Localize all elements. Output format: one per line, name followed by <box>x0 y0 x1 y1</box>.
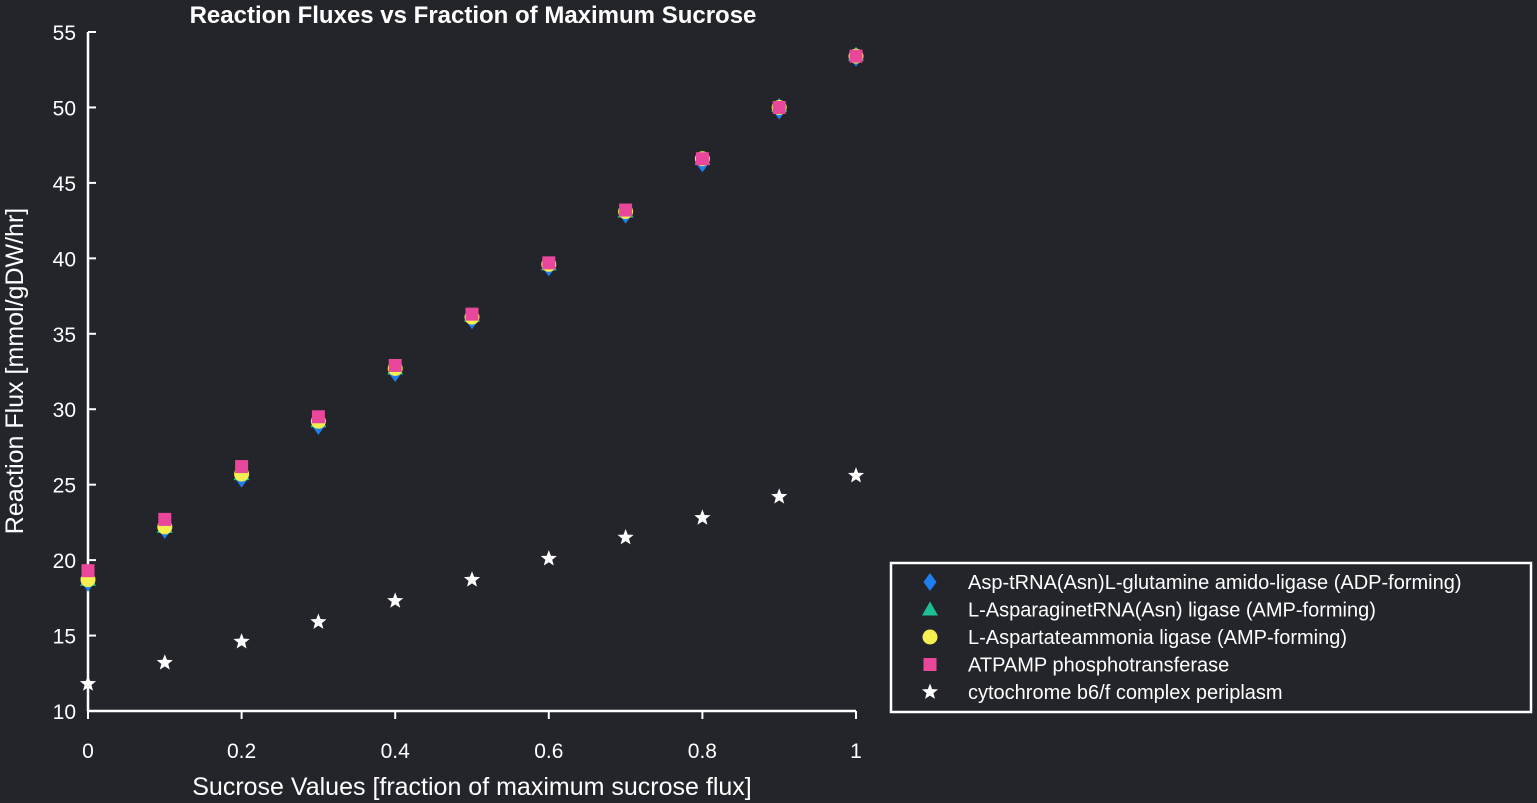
legend: Asp-tRNA(Asn)L-glutamine amido-ligase (A… <box>889 561 1533 714</box>
legend-label: Asp-tRNA(Asn)L-glutamine amido-ligase (A… <box>968 572 1462 594</box>
legend-label: ATPAMP phosphotransferase <box>968 655 1229 677</box>
data-point <box>694 509 711 525</box>
data-point <box>310 613 327 629</box>
y-tick-label: 35 <box>53 324 76 347</box>
data-point <box>619 203 633 217</box>
legend-marker <box>922 601 938 616</box>
legend-marker <box>921 683 939 699</box>
x-tick-label: 0.8 <box>688 740 717 763</box>
y-tick-label: 15 <box>53 626 76 649</box>
chart-title: Reaction Fluxes vs Fraction of Maximum S… <box>190 2 757 29</box>
legend-item: L-AsparaginetRNA(Asn) ligase (AMP-formin… <box>922 600 1376 622</box>
legend-label: cytochrome b6/f complex periplasm <box>968 682 1283 704</box>
x-tick-label: 0.2 <box>227 740 256 763</box>
data-point <box>772 100 786 114</box>
series-square-points <box>81 49 863 578</box>
x-axis-label: Sucrose Values [fraction of maximum sucr… <box>192 773 751 801</box>
x-tick-label: 0 <box>82 740 94 763</box>
y-tick-label: 40 <box>53 248 76 271</box>
x-tick-label: 0.4 <box>381 740 411 763</box>
data-point <box>388 358 402 372</box>
y-tick-label: 30 <box>53 399 76 422</box>
series-star-points <box>79 467 865 691</box>
y-axis-label: Reaction Flux [mmol/gDW/hr] <box>1 208 29 534</box>
y-tick-label: 25 <box>53 475 76 498</box>
legend-label: L-AsparaginetRNA(Asn) ligase (AMP-formin… <box>968 600 1376 622</box>
legend-box <box>889 561 1533 714</box>
data-point <box>311 410 325 424</box>
data-point <box>695 152 709 166</box>
data-point <box>542 256 556 270</box>
data-point <box>235 460 249 474</box>
legend-marker <box>923 573 937 591</box>
legend-item: ATPAMP phosphotransferase <box>923 655 1229 677</box>
legend-item: Asp-tRNA(Asn)L-glutamine amido-ligase (A… <box>923 572 1462 594</box>
data-point <box>158 512 172 526</box>
y-tick-label: 50 <box>53 97 76 120</box>
legend-marker <box>923 658 937 671</box>
data-point <box>233 633 250 649</box>
legend-item: L-Aspartateammonia ligase (AMP-forming) <box>922 627 1347 649</box>
y-tick-label: 55 <box>53 22 76 45</box>
data-point <box>849 49 863 63</box>
y-tick-label: 10 <box>53 701 76 724</box>
data-point <box>81 564 95 578</box>
x-tick-label: 0.6 <box>534 740 563 763</box>
data-point <box>465 307 479 321</box>
data-point <box>156 654 173 670</box>
axes: 10 15 20 25 30 35 40 45 50 55 0 0.2 0.4 0.6 0.8 1 <box>53 22 862 763</box>
y-tick-label: 45 <box>53 173 76 196</box>
data-point <box>540 550 557 566</box>
data-point <box>463 571 481 587</box>
legend-marker <box>922 629 938 645</box>
data-point <box>847 467 865 483</box>
data-point <box>771 488 788 504</box>
data-point <box>387 592 404 608</box>
data-marks <box>79 46 865 691</box>
legend-item: cytochrome b6/f complex periplasm <box>921 682 1283 704</box>
x-tick-label: 1 <box>850 740 862 763</box>
legend-label: L-Aspartateammonia ligase (AMP-forming) <box>968 627 1347 649</box>
data-point <box>79 675 97 691</box>
y-tick-label: 20 <box>53 550 76 573</box>
data-point <box>617 528 634 545</box>
